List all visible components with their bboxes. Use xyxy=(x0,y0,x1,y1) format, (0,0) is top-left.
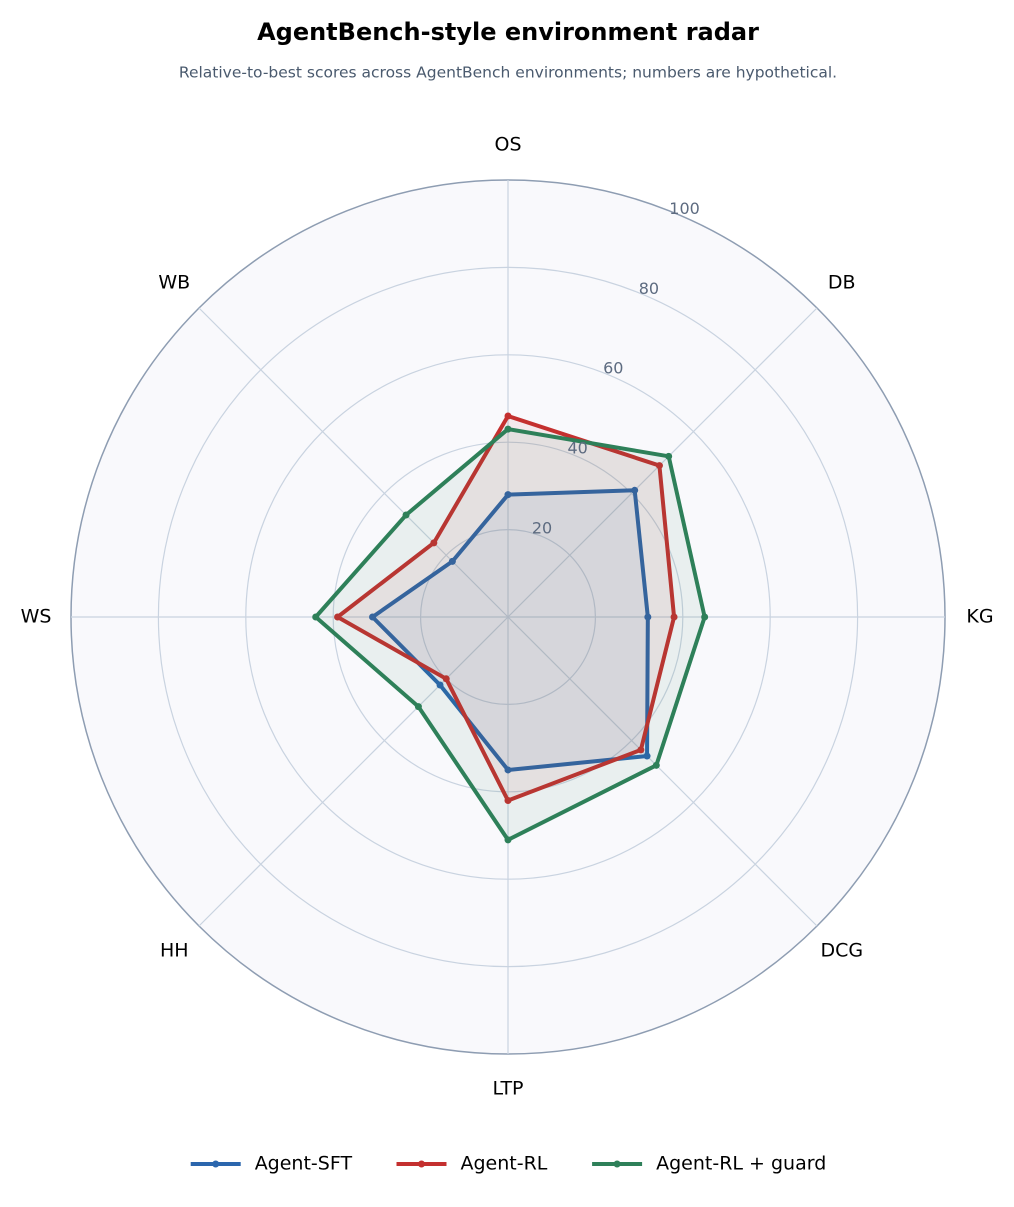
spoke xyxy=(507,616,818,927)
series-marker xyxy=(442,675,450,683)
series-marker xyxy=(369,613,377,621)
series-marker xyxy=(504,836,512,844)
series-marker xyxy=(701,613,709,621)
category-label: DCG xyxy=(820,939,863,961)
radial-tick-label: 60 xyxy=(603,359,623,378)
category-label: WB xyxy=(158,272,190,294)
series-marker xyxy=(436,681,444,689)
series-marker xyxy=(448,557,456,565)
radial-tick-label: 40 xyxy=(567,439,587,458)
series-marker xyxy=(312,613,320,621)
category-label: DB xyxy=(828,272,856,294)
category-label: KG xyxy=(966,606,993,628)
legend-label: Agent-SFT xyxy=(255,1153,353,1175)
series-marker xyxy=(504,797,512,805)
legend-label: Agent-RL + guard xyxy=(656,1153,826,1175)
legend-marker xyxy=(613,1160,621,1168)
series-marker xyxy=(655,462,663,470)
series-marker xyxy=(631,486,639,494)
series-marker xyxy=(504,412,512,420)
series-marker xyxy=(637,746,645,754)
series-marker xyxy=(402,511,410,519)
spoke xyxy=(198,616,509,927)
radial-tick-label: 20 xyxy=(532,518,552,537)
legend-marker xyxy=(418,1160,425,1168)
category-label: OS xyxy=(494,134,521,156)
series-marker xyxy=(670,613,678,621)
spoke xyxy=(198,307,509,618)
series-marker xyxy=(643,752,651,760)
chart-title: AgentBench-style environment radar xyxy=(257,18,759,46)
series-marker xyxy=(414,703,422,711)
radial-tick-label: 100 xyxy=(669,199,700,218)
radial-tick-label: 80 xyxy=(639,279,659,298)
series-marker xyxy=(504,425,512,433)
legend-label: Agent-RL xyxy=(461,1153,548,1175)
series-marker xyxy=(430,539,438,547)
series-marker xyxy=(334,613,342,621)
chart-subtitle: Relative-to-best scores across AgentBenc… xyxy=(179,64,837,82)
series-marker xyxy=(504,766,512,774)
series-marker xyxy=(665,452,673,460)
spoke xyxy=(507,307,818,618)
series-marker xyxy=(504,491,512,499)
series-marker xyxy=(644,613,652,621)
legend-marker xyxy=(212,1160,220,1168)
category-label: LTP xyxy=(492,1078,523,1100)
category-label: HH xyxy=(160,939,189,961)
series-marker xyxy=(652,761,660,769)
category-label: WS xyxy=(21,606,52,628)
